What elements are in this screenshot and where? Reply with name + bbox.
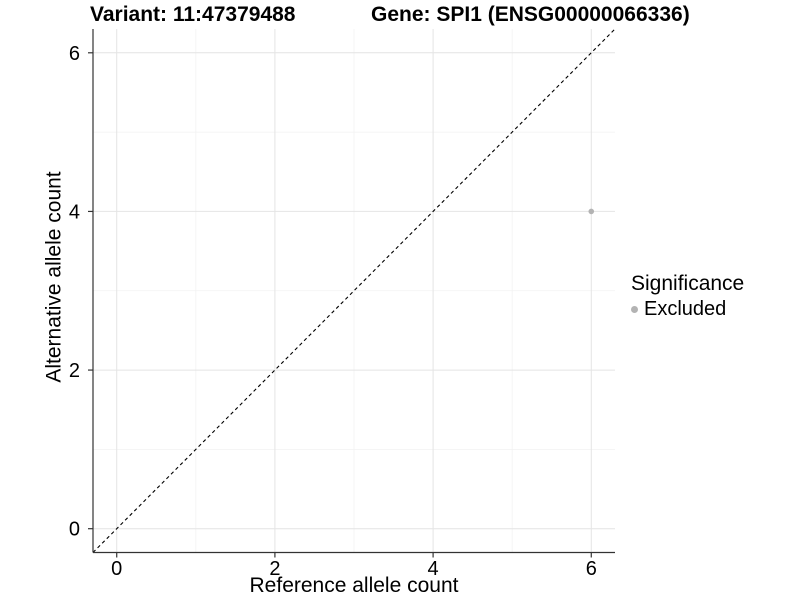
variant-title: Variant: 11:47379488	[90, 3, 296, 26]
x-tick-label: 0	[111, 558, 122, 580]
gene-title: Gene: SPI1 (ENSG00000066336)	[371, 3, 690, 26]
y-tick-label: 4	[69, 201, 80, 223]
x-axis-title: Reference allele count	[249, 574, 459, 597]
legend-title: Significance	[631, 272, 745, 295]
x-tick-label: 2	[269, 558, 280, 580]
legend: Significance Excluded	[631, 271, 744, 320]
y-tick-label: 6	[69, 43, 80, 65]
y-axis-title: Alternative allele count	[42, 171, 66, 383]
x-tick-label: 6	[586, 558, 597, 580]
legend-item: Excluded	[631, 298, 744, 320]
legend-item-label: Excluded	[644, 298, 727, 321]
x-tick-label: 4	[428, 558, 439, 580]
y-tick-label: 0	[69, 519, 80, 541]
data-point	[588, 208, 595, 215]
legend-point-icon	[631, 305, 638, 313]
y-tick-label: 2	[69, 360, 80, 382]
